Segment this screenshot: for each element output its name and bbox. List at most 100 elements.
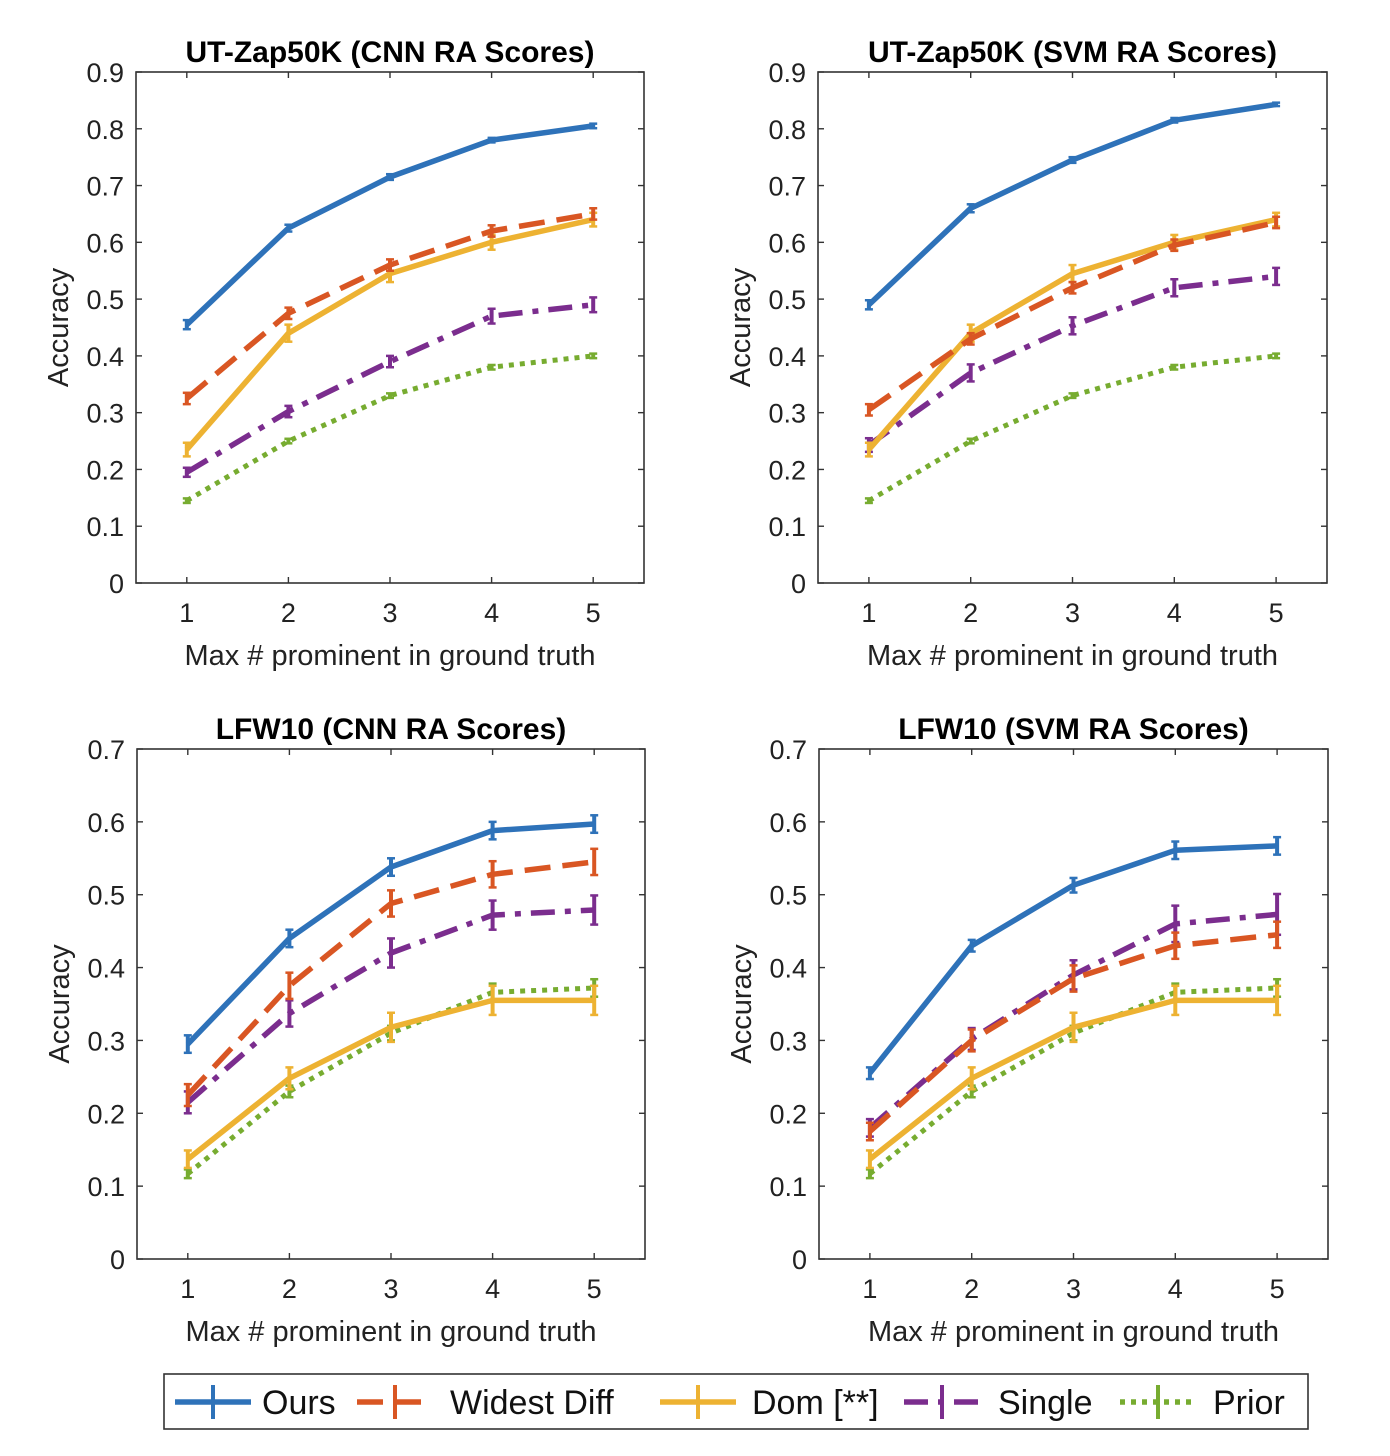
chart-panel-2: UT-Zap50K (SVM RA Scores) 0 0.1 0.2 0.3 0.4 0.… bbox=[725, 36, 1328, 672]
y-tick-label: 0.9 bbox=[86, 58, 124, 88]
legend-item-ours: Ours bbox=[175, 1384, 336, 1422]
series-line-ours bbox=[185, 821, 595, 1047]
y-tick-label: 0.6 bbox=[86, 228, 124, 258]
y-tick-label: 0 bbox=[791, 569, 806, 599]
x-tick-label: 4 bbox=[484, 598, 499, 628]
y-tick-label: 0.2 bbox=[87, 1099, 125, 1129]
x-tick-label: 4 bbox=[485, 1274, 500, 1304]
y-tick-label: 0.5 bbox=[769, 881, 807, 911]
y-tick-label: 0.5 bbox=[86, 285, 124, 315]
x-axis-label: Max # prominent in ground truth bbox=[867, 640, 1278, 672]
series-ours bbox=[182, 122, 598, 331]
y-tick-label: 0.5 bbox=[87, 881, 125, 911]
y-tick-label: 0.4 bbox=[86, 342, 124, 372]
y-tick-label: 0.1 bbox=[87, 1172, 125, 1202]
y-tick-label: 0.7 bbox=[87, 735, 125, 765]
series-widest-diff bbox=[183, 847, 599, 1108]
y-axis-label: Accuracy bbox=[725, 267, 757, 387]
chart-panel-3: LFW10 (CNN RA Scores) 0 0.1 0.2 0.3 0.4 0.5 0.6… bbox=[44, 713, 646, 1348]
y-tick-label: 0.4 bbox=[87, 954, 125, 984]
x-tick-label: 1 bbox=[861, 598, 876, 628]
series-single bbox=[183, 894, 599, 1115]
legend: Ours Widest Diff Dom [**] Single Prior bbox=[163, 1373, 1309, 1430]
series-line-widest-diff bbox=[868, 932, 1278, 1134]
x-tick-label: 5 bbox=[586, 598, 601, 628]
legend-item-dom: Dom [**] bbox=[660, 1384, 879, 1422]
y-tick-label: 0.1 bbox=[768, 512, 806, 542]
legend-label-ours: Ours bbox=[262, 1384, 336, 1422]
series-prior bbox=[183, 977, 599, 1180]
y-tick-label: 0.6 bbox=[87, 808, 125, 838]
chart-title: LFW10 (CNN RA Scores) bbox=[216, 713, 567, 746]
series-dom bbox=[182, 211, 598, 458]
chart-panels: UT-Zap50K (CNN RA Scores) 0 0.1 0.2 0.3 0.4 0.… bbox=[43, 36, 1329, 1348]
x-tick-label: 2 bbox=[964, 1274, 979, 1304]
y-tick-label: 0.8 bbox=[86, 115, 124, 145]
y-tick-label: 0 bbox=[110, 1245, 125, 1275]
axes-box bbox=[818, 748, 1329, 1260]
x-tick-label: 1 bbox=[862, 1274, 877, 1304]
x-tick-label: 5 bbox=[587, 1274, 602, 1304]
legend-item-widest-diff: Widest Diff bbox=[357, 1384, 614, 1422]
x-tick-label: 2 bbox=[282, 1274, 297, 1304]
y-tick-label: 0.7 bbox=[769, 735, 807, 765]
y-tick-label: 0.7 bbox=[86, 172, 124, 202]
x-tick-label: 4 bbox=[1168, 1274, 1183, 1304]
y-tick-label: 0.6 bbox=[769, 808, 807, 838]
series-line-dom bbox=[184, 216, 594, 452]
legend-label-dom: Dom [**] bbox=[752, 1384, 879, 1422]
x-tick-label: 3 bbox=[383, 1274, 398, 1304]
legend-item-single: Single bbox=[904, 1384, 1093, 1422]
legend-label-single: Single bbox=[998, 1384, 1093, 1422]
y-tick-label: 0.1 bbox=[769, 1172, 807, 1202]
y-axis-label: Accuracy bbox=[43, 267, 75, 387]
x-tick-label: 2 bbox=[963, 598, 978, 628]
y-tick-label: 0.4 bbox=[768, 342, 806, 372]
chart-title: LFW10 (SVM RA Scores) bbox=[898, 713, 1249, 746]
y-tick-label: 0 bbox=[109, 569, 124, 599]
y-tick-label: 0.2 bbox=[769, 1099, 807, 1129]
series-prior bbox=[182, 352, 598, 505]
x-axis-label: Max # prominent in ground truth bbox=[868, 1316, 1279, 1348]
x-tick-label: 5 bbox=[1269, 598, 1284, 628]
series-ours bbox=[864, 101, 1281, 311]
x-axis-label: Max # prominent in ground truth bbox=[185, 1316, 596, 1348]
y-tick-label: 0.3 bbox=[769, 1026, 807, 1056]
x-tick-label: 2 bbox=[281, 598, 296, 628]
chart-title: UT-Zap50K (CNN RA Scores) bbox=[186, 36, 595, 69]
series-dom bbox=[183, 984, 599, 1170]
y-tick-label: 0.4 bbox=[769, 954, 807, 984]
legend-label-widest-diff: Widest Diff bbox=[450, 1384, 614, 1422]
y-tick-label: 0.2 bbox=[768, 455, 806, 485]
series-widest-diff bbox=[864, 215, 1281, 417]
series-widest-diff bbox=[182, 207, 598, 406]
series-line-single bbox=[185, 302, 594, 475]
series-single bbox=[864, 266, 1281, 454]
series-ours bbox=[865, 835, 1282, 1081]
y-tick-label: 0.7 bbox=[768, 172, 806, 202]
y-tick-label: 0.8 bbox=[768, 115, 806, 145]
y-tick-label: 0.2 bbox=[86, 455, 124, 485]
series-prior bbox=[864, 352, 1281, 505]
x-tick-label: 3 bbox=[1066, 1274, 1081, 1304]
legend-item-prior: Prior bbox=[1120, 1384, 1285, 1422]
x-tick-label: 1 bbox=[179, 598, 194, 628]
series-ours bbox=[183, 814, 599, 1055]
x-tick-label: 4 bbox=[1167, 598, 1182, 628]
y-axis-label: Accuracy bbox=[726, 944, 758, 1064]
y-tick-label: 0.9 bbox=[768, 58, 806, 88]
legend-label-prior: Prior bbox=[1213, 1384, 1285, 1422]
series-line-prior bbox=[185, 353, 594, 503]
series-dom bbox=[865, 984, 1282, 1170]
y-tick-label: 0.5 bbox=[768, 285, 806, 315]
chart-panel-1: UT-Zap50K (CNN RA Scores) 0 0.1 0.2 0.3 0.4 0.… bbox=[43, 36, 645, 672]
x-tick-label: 3 bbox=[382, 598, 397, 628]
series-line-widest-diff bbox=[185, 211, 594, 401]
chart-panel-4: LFW10 (SVM RA Scores) 0 0.1 0.2 0.3 0.4 0.5 0.6… bbox=[726, 713, 1329, 1348]
y-axis-label: Accuracy bbox=[44, 944, 76, 1064]
series-line-prior bbox=[867, 353, 1277, 503]
axes-box bbox=[135, 71, 645, 584]
y-tick-label: 0.3 bbox=[768, 399, 806, 429]
chart-title: UT-Zap50K (SVM RA Scores) bbox=[868, 36, 1277, 69]
